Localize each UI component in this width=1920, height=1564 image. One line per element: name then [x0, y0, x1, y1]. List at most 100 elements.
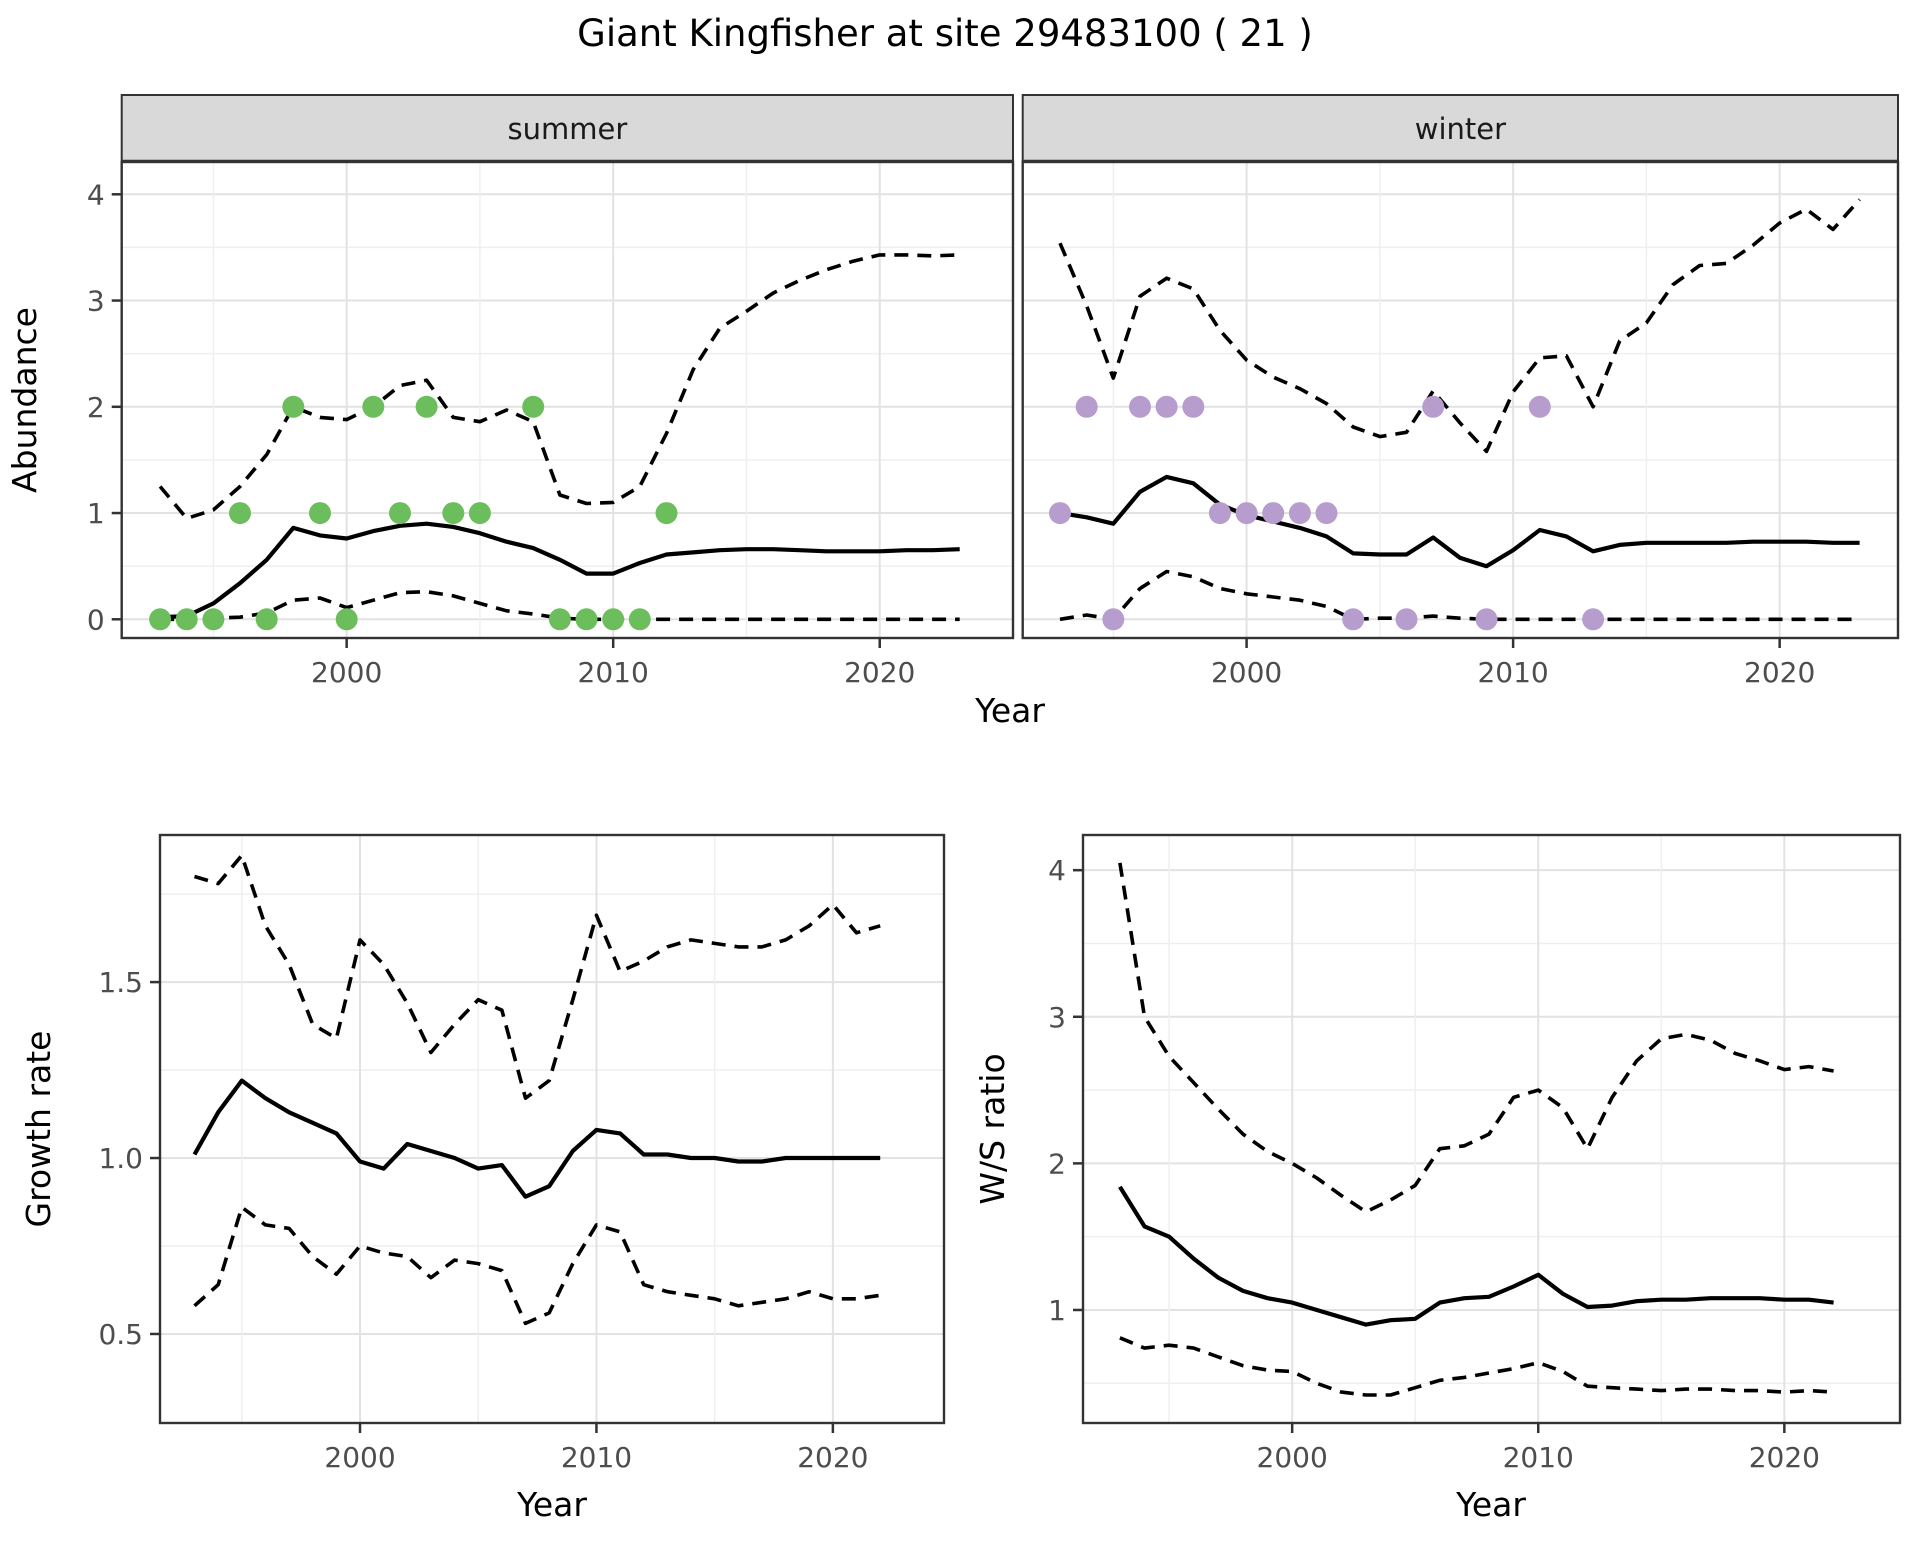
y-tick-label: 2 — [1048, 1147, 1066, 1180]
abundance-summer-observation-dot — [202, 608, 225, 631]
panel-ws-ratio: 2000 2010 2020 1 2 3 4 — [1048, 833, 1902, 1474]
x-tick-label: 2010 — [561, 1441, 632, 1474]
y-tick-label: 3 — [1048, 1001, 1066, 1034]
abundance-summer-observation-dot — [442, 502, 465, 525]
chart-title: Giant Kingfisher at site 29483100 ( 21 ) — [577, 12, 1313, 55]
x-tick-label: 2000 — [311, 656, 382, 689]
abundance-winter-observation-dot — [1075, 395, 1098, 418]
abundance-winter-lower_ci-line — [1059, 569, 1860, 622]
ws-ratio-upper_ci-line — [1118, 862, 1834, 1214]
abundance-summer-observation-dot — [468, 502, 491, 525]
y-tick-label: 0.5 — [98, 1318, 143, 1351]
y-tick-label: 3 — [87, 285, 105, 318]
ws-ratio-lower_ci-line — [1119, 1336, 1834, 1397]
x-tick-label: 2010 — [1503, 1441, 1574, 1474]
growth-rate-upper_ci-line — [193, 853, 881, 1100]
panel-abundance-summer: 2000 2010 2020 0 1 2 3 4 — [87, 160, 1015, 689]
abundance-summer-modelled_mean-line — [160, 521, 960, 620]
abundance-summer-observation-dot — [389, 502, 411, 525]
abundance-summer-series — [158, 253, 960, 622]
x-tick-label: 2020 — [1744, 656, 1815, 689]
growth-rate-series — [192, 853, 881, 1326]
facet-strip-label: winter — [1415, 112, 1506, 146]
y-tick-label: 1.5 — [98, 966, 143, 999]
x-axis-title-year-growth: Year — [516, 1485, 587, 1524]
growth-rate-modelled_mean-line — [192, 1078, 881, 1199]
facet-strip-winter: winter — [1021, 94, 1899, 163]
abundance-summer-observation-dot — [655, 502, 678, 525]
abundance-summer-upper_ci-line — [158, 253, 960, 521]
abundance-winter-observation-dot — [1395, 608, 1418, 631]
x-tick-label: 2000 — [324, 1441, 395, 1474]
facet-strip-summer: summer — [120, 94, 1014, 163]
ws-ratio-modelled_mean-line — [1118, 1185, 1834, 1327]
abundance-summer-observation-dot — [175, 608, 198, 631]
abundance-winter-observation-dot — [1049, 502, 1071, 525]
y-tick-label: 1.0 — [98, 1142, 143, 1175]
abundance-summer-observation-dot — [628, 608, 651, 631]
y-tick-label: 0 — [87, 603, 105, 636]
x-tick-label: 2000 — [1257, 1441, 1328, 1474]
abundance-summer-observation-dot — [255, 608, 278, 631]
abundance-winter-observation-dot — [1528, 395, 1551, 418]
y-axis-title-abundance: Abundance — [5, 307, 44, 493]
abundance-winter-observation-dot — [1422, 395, 1445, 418]
abundance-winter-observation-dot — [1262, 502, 1285, 525]
panel-abundance-winter: 2000 2010 2020 — [1021, 160, 1900, 689]
abundance-summer-points — [149, 395, 678, 631]
abundance-winter-upper_ci-line — [1058, 198, 1861, 454]
abundance-winter-observation-dot — [1315, 502, 1338, 525]
x-tick-label: 2020 — [797, 1441, 868, 1474]
panel-growth-rate: 2000 2010 2020 0.5 1.0 1.5 — [98, 833, 946, 1474]
abundance-summer-observation-dot — [335, 608, 358, 631]
facet-strip-label: summer — [508, 112, 628, 146]
abundance-summer-observation-dot — [602, 608, 625, 631]
x-tick-label: 2010 — [578, 656, 649, 689]
growth-rate-axis: 2000 2010 2020 0.5 1.0 1.5 — [98, 966, 868, 1474]
abundance-summer-observation-dot — [575, 608, 598, 631]
abundance-winter-series — [1058, 198, 1861, 622]
abundance-winter-observation-dot — [1235, 502, 1258, 525]
abundance-winter-observation-dot — [1155, 395, 1178, 418]
y-tick-label: 1 — [87, 497, 105, 530]
abundance-summer-observation-dot — [309, 502, 331, 525]
abundance-winter-points — [1049, 395, 1605, 631]
abundance-summer-observation-dot — [522, 395, 545, 418]
abundance-summer-lower_ci-line — [160, 589, 960, 622]
abundance-winter-observation-dot — [1129, 395, 1151, 418]
y-tick-label: 4 — [87, 178, 105, 211]
x-tick-label: 2020 — [844, 656, 915, 689]
abundance-winter-observation-dot — [1288, 502, 1311, 525]
x-tick-label: 2010 — [1477, 656, 1548, 689]
y-tick-label: 4 — [1048, 854, 1066, 887]
abundance-winter-observation-dot — [1342, 608, 1365, 631]
ws-ratio-series — [1118, 862, 1834, 1397]
abundance-summer-axis: 2000 2010 2020 0 1 2 3 4 — [87, 178, 915, 689]
x-axis-title-year-ws: Year — [1455, 1485, 1526, 1524]
abundance-summer-observation-dot — [415, 395, 438, 418]
ws-ratio-gridlines — [1083, 835, 1900, 1423]
abundance-winter-observation-dot — [1208, 502, 1231, 525]
y-axis-title-ws-ratio: W/S ratio — [973, 1053, 1012, 1204]
abundance-summer-observation-dot — [282, 395, 305, 418]
growth-rate-lower_ci-line — [193, 1205, 881, 1326]
abundance-summer-observation-dot — [229, 502, 251, 525]
y-tick-label: 2 — [87, 391, 105, 424]
abundance-summer-observation-dot — [548, 608, 571, 631]
abundance-winter-observation-dot — [1102, 608, 1125, 631]
abundance-winter-modelled_mean-line — [1059, 474, 1860, 569]
x-tick-label: 2000 — [1211, 656, 1282, 689]
abundance-summer-observation-dot — [149, 608, 172, 631]
y-axis-title-growth-rate: Growth rate — [19, 1031, 58, 1228]
x-axis-title-year-top: Year — [974, 691, 1045, 730]
abundance-summer-observation-dot — [362, 395, 385, 418]
x-tick-label: 2020 — [1749, 1441, 1820, 1474]
abundance-winter-observation-dot — [1182, 395, 1205, 418]
ws-ratio-axis: 2000 2010 2020 1 2 3 4 — [1048, 854, 1820, 1474]
abundance-winter-observation-dot — [1582, 608, 1605, 631]
y-tick-label: 1 — [1048, 1294, 1066, 1327]
abundance-winter-axis: 2000 2010 2020 — [1211, 638, 1815, 689]
abundance-winter-observation-dot — [1475, 608, 1498, 631]
